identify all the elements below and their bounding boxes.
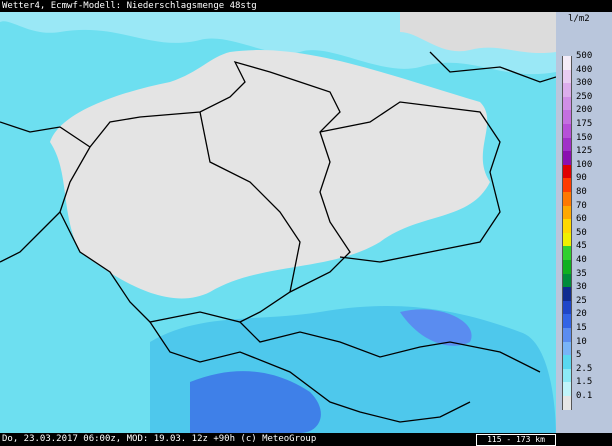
legend-swatch <box>562 56 572 70</box>
legend-row: 400 <box>562 65 610 84</box>
precip-heavy <box>190 371 321 433</box>
legend-row: 250 <box>562 92 610 111</box>
legend-swatch <box>562 178 572 192</box>
legend-row: 5 <box>562 350 610 369</box>
legend-unit: l/m2 <box>568 14 590 24</box>
legend-row: 150 <box>562 133 610 152</box>
map <box>0 12 556 433</box>
legend-label: 80 <box>576 187 587 197</box>
legend-row: 1.5 <box>562 377 610 396</box>
legend-row: 100 <box>562 160 610 179</box>
legend-swatch <box>562 110 572 124</box>
legend-row: 90 <box>562 173 610 192</box>
legend-label: 500 <box>576 51 593 61</box>
legend-row: 60 <box>562 214 610 233</box>
legend-label: 25 <box>576 295 587 306</box>
legend-label: 5 <box>576 350 582 361</box>
legend-label: 300 <box>576 78 593 89</box>
dry-area <box>400 12 556 54</box>
legend-row: 30 <box>562 282 610 301</box>
legend-label: 30 <box>576 282 587 293</box>
legend-swatch <box>562 328 572 342</box>
legend-label: 250 <box>576 91 593 102</box>
legend-swatch <box>562 246 572 260</box>
legend-row: 2.5 <box>562 364 610 383</box>
legend-swatch <box>562 382 572 396</box>
legend-swatch <box>562 287 572 301</box>
legend-swatch <box>562 232 572 247</box>
legend-label: 0.1 <box>576 391 593 401</box>
legend-label: 40 <box>576 255 587 265</box>
legend-swatch <box>562 96 572 111</box>
legend-row: 70 <box>562 201 610 220</box>
legend-label: 60 <box>576 214 587 225</box>
legend-label: 2.5 <box>576 363 593 374</box>
legend-label: 125 <box>576 146 593 157</box>
legend: l/m2 500 400 300 250 200 175 150 125 100 90 80 70 60… <box>556 12 612 433</box>
legend-row: 45 <box>562 241 610 260</box>
legend-label: 400 <box>576 64 593 75</box>
legend-swatch <box>562 192 572 206</box>
legend-label: 200 <box>576 105 593 116</box>
legend-row: 20 <box>562 309 610 328</box>
legend-swatch <box>562 124 572 138</box>
legend-label: 150 <box>576 132 593 143</box>
legend-swatch <box>562 355 572 369</box>
legend-swatch <box>562 219 572 233</box>
legend-row: 125 <box>562 146 610 165</box>
legend-swatch <box>562 300 572 315</box>
legend-swatch <box>562 164 572 179</box>
legend-label: 35 <box>576 268 587 279</box>
legend-row: 0.1 <box>562 391 610 410</box>
legend-row: 300 <box>562 78 610 97</box>
legend-swatch <box>562 205 572 220</box>
legend-swatch <box>562 260 572 274</box>
legend-swatch <box>562 368 572 383</box>
legend-row: 15 <box>562 323 610 342</box>
legend-label: 1.5 <box>576 377 593 388</box>
legend-row: 80 <box>562 187 610 206</box>
legend-row: 500 <box>562 51 610 70</box>
header-title: Wetter4, Ecmwf-Modell: Niederschlagsmeng… <box>0 0 612 12</box>
legend-swatch <box>562 396 572 410</box>
legend-row: 175 <box>562 119 610 138</box>
legend-swatch <box>562 83 572 97</box>
legend-row: 200 <box>562 105 610 124</box>
legend-swatch <box>562 69 572 84</box>
borders <box>0 51 556 423</box>
legend-label: 50 <box>576 227 587 238</box>
legend-swatch <box>562 273 572 288</box>
precip-heavy <box>400 309 472 346</box>
legend-row: 10 <box>562 337 610 356</box>
legend-label: 15 <box>576 323 587 333</box>
legend-label: 100 <box>576 159 593 170</box>
legend-swatch <box>562 151 572 165</box>
legend-row: 25 <box>562 296 610 315</box>
legend-swatch <box>562 137 572 152</box>
legend-swatch <box>562 314 572 328</box>
legend-label: 45 <box>576 241 587 252</box>
scale-bar: 115 - 173 km <box>476 434 556 446</box>
legend-label: 70 <box>576 200 587 211</box>
dry-area <box>50 50 490 299</box>
legend-row: 40 <box>562 255 610 274</box>
legend-row: 35 <box>562 269 610 288</box>
legend-label: 20 <box>576 309 587 320</box>
legend-label: 10 <box>576 336 587 347</box>
legend-swatch <box>562 341 572 356</box>
footer-text: Do, 23.03.2017 06:00z, MOD: 19.03. 12z +… <box>0 433 612 446</box>
legend-row: 50 <box>562 228 610 247</box>
legend-label: 175 <box>576 119 593 129</box>
legend-label: 90 <box>576 173 587 184</box>
